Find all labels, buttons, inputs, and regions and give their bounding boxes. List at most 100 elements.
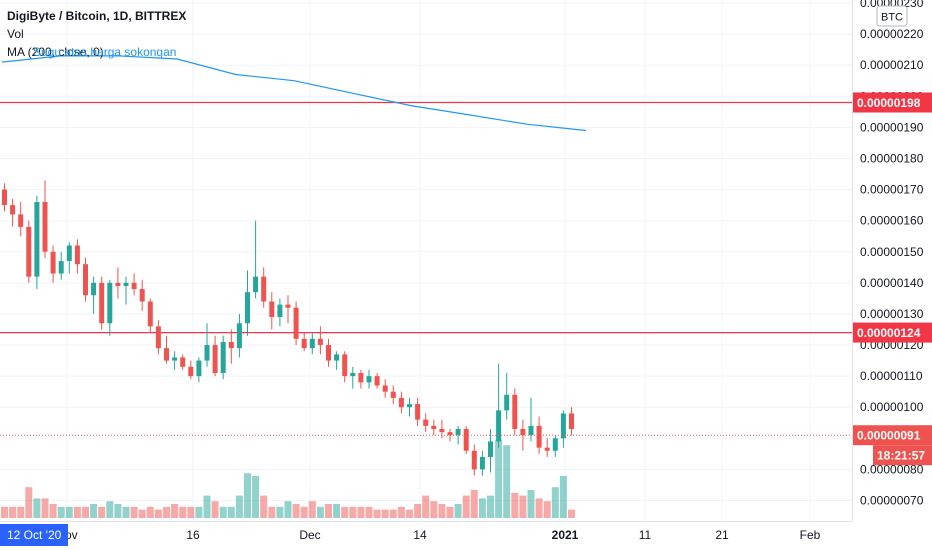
candle-body	[164, 348, 169, 361]
volume-bar	[495, 439, 503, 518]
volume-bar	[389, 509, 397, 518]
candle-body	[83, 264, 88, 296]
volume-bar	[381, 509, 389, 518]
volume-bar	[98, 506, 106, 518]
volume-bar	[146, 506, 154, 518]
volume-bar	[235, 495, 243, 518]
price-tick-label: 0.00000140	[860, 276, 924, 290]
candle-body	[374, 376, 380, 386]
volume-legend: Vol	[7, 27, 24, 41]
candle-body	[471, 450, 477, 470]
currency-badge[interactable]: BTC	[876, 5, 908, 27]
candle-body	[528, 425, 534, 436]
price-tick-label: 0.00000160	[860, 214, 924, 228]
volume-bar	[438, 504, 446, 518]
volume-bar	[41, 498, 49, 518]
last-price-badge-bg	[853, 425, 932, 446]
volume-bar	[171, 504, 179, 518]
countdown-text: 18:21:57	[877, 449, 925, 463]
volume-bar	[211, 501, 219, 518]
candle-body	[398, 397, 404, 408]
candle-body	[204, 345, 210, 361]
candle-body	[261, 276, 267, 302]
price-badges: 0.00000198 0.00000124 0.00000091 18:21:57	[853, 92, 932, 466]
volume-bar	[106, 501, 114, 518]
price-tick-label: 0.00000180	[860, 151, 924, 165]
volume-bar	[397, 506, 405, 518]
line-price-badge-text: 0.00000124	[857, 326, 921, 340]
candle-body	[423, 419, 429, 426]
volume-bar	[203, 495, 211, 518]
volume-bar	[244, 473, 251, 518]
volume-bar	[276, 506, 284, 518]
volume-bar	[122, 506, 130, 518]
candle-body	[99, 282, 105, 324]
candle-body	[309, 338, 315, 349]
time-cursor-text: 12 Oct '20	[7, 528, 62, 542]
price-tick-label: 0.00000190	[860, 120, 924, 134]
currency-badge-label: BTC	[881, 12, 903, 24]
candle-body	[196, 360, 202, 377]
candle-body	[172, 357, 178, 361]
volume-bar	[454, 504, 462, 518]
volume-bar	[414, 504, 422, 518]
volume-bar	[252, 476, 260, 518]
volume-bar	[357, 506, 365, 518]
volume-bar	[422, 495, 430, 518]
volume-bar	[1, 506, 8, 518]
candle-body	[147, 301, 153, 327]
volume-bar	[373, 509, 381, 518]
candle-body	[269, 301, 275, 318]
volume-bar	[430, 501, 438, 518]
candle-body	[390, 391, 396, 398]
time-tick-label: 2021	[552, 528, 579, 542]
volume-bar	[179, 506, 187, 518]
candle-body	[455, 428, 461, 436]
volume-bar	[300, 506, 308, 518]
price-tick-label: 0.00000230	[860, 0, 924, 10]
candle-body	[463, 428, 469, 451]
candle-body	[253, 276, 259, 293]
candle-body	[366, 376, 372, 383]
line-price-badge-bg	[853, 322, 932, 343]
candle-body	[560, 413, 566, 439]
candle-body	[2, 189, 7, 206]
volume-bar	[65, 506, 73, 518]
time-tick-label: Feb	[800, 528, 821, 542]
volume-bar	[527, 490, 535, 518]
volume-bar	[341, 506, 349, 518]
candle-body	[569, 413, 574, 429]
volume-bar	[9, 506, 17, 518]
candle-body	[301, 338, 307, 349]
volume-bar	[292, 504, 300, 518]
candle-body	[220, 341, 226, 374]
candle-body	[155, 326, 161, 349]
volume-bar	[487, 495, 494, 518]
volume-bar	[462, 495, 470, 518]
volume-bar	[535, 498, 543, 518]
candle-body	[382, 385, 388, 392]
candle-body	[188, 366, 194, 377]
candle-body	[58, 261, 64, 274]
volume-bar	[406, 509, 413, 518]
candle-body	[42, 202, 48, 252]
candle-body	[512, 394, 518, 429]
volume-bar	[333, 504, 341, 518]
volume-bar	[349, 506, 357, 518]
time-tick-label: Dec	[299, 528, 320, 542]
price-tick-label: 0.00000210	[860, 58, 924, 72]
candle-body	[350, 373, 356, 377]
candle-body	[18, 214, 24, 227]
horizontal-price-lines	[0, 101, 852, 334]
price-tick-label: 0.00000110	[860, 369, 923, 383]
volume-bar	[57, 506, 65, 518]
candle-body	[10, 205, 16, 215]
candle-body	[544, 447, 550, 451]
candle-body	[342, 354, 348, 377]
volume-bar	[49, 504, 57, 518]
candle-body	[26, 226, 32, 277]
line-price-badge-bg	[853, 92, 932, 113]
volume-bar	[551, 487, 559, 518]
price-tick-label: 0.00000100	[860, 400, 924, 414]
